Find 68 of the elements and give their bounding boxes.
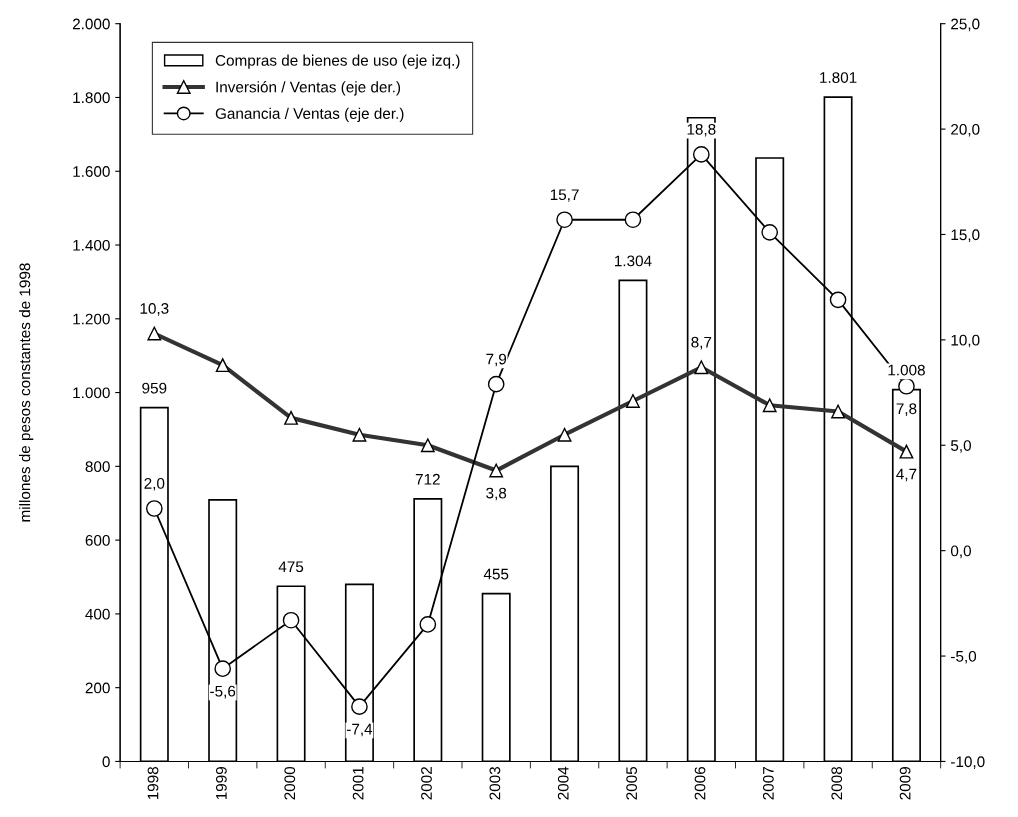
point — [898, 377, 915, 395]
legend-label: Inversión / Ventas (eje der.) — [216, 81, 401, 96]
y-tick-label: 400 — [85, 608, 110, 620]
y-tick-label: 600 — [85, 534, 110, 546]
y2-tick-label: -5,0 — [951, 650, 977, 664]
y-axis-title: millones de pesos constantes de 1998 — [19, 263, 34, 522]
x-tick-label: 2008 — [831, 766, 843, 800]
y2-tick-label: -10,0 — [951, 756, 985, 769]
point — [556, 211, 573, 229]
data-label: 18,8 — [687, 123, 716, 137]
data-label: 4,7 — [896, 468, 917, 482]
x-tick-label: 1999 — [215, 767, 227, 800]
y-tick-label: 1.400 — [73, 239, 110, 251]
y2-tick-label: 15,0 — [951, 229, 980, 242]
data-label: 2,0 — [144, 478, 165, 491]
bar — [481, 592, 511, 762]
y-tick-label: 2.000 — [72, 18, 110, 30]
bar — [618, 279, 648, 762]
data-label: 7,9 — [486, 353, 507, 367]
y-tick-label: 1.800 — [73, 92, 110, 104]
x-tick-label: 2006 — [694, 766, 706, 800]
data-label: -5,6 — [210, 685, 236, 699]
point — [487, 375, 505, 393]
data-label: 1.801 — [820, 72, 857, 83]
y-tick-label: 800 — [85, 461, 110, 473]
x-tick-label: 2000 — [284, 766, 296, 800]
point — [145, 500, 163, 517]
data-label: 455 — [483, 568, 509, 580]
y-tick-label: 0 — [102, 756, 110, 768]
x-tick-label: 2007 — [762, 767, 774, 800]
y2-tick-label: 20,0 — [951, 123, 980, 137]
data-label: 8,7 — [691, 336, 712, 350]
x-tick-label: 2003 — [489, 766, 501, 800]
legend-label: Compras de bienes de uso (eje izq.) — [215, 54, 460, 69]
x-tick-label: 1998 — [147, 766, 159, 800]
data-label: 15,7 — [550, 189, 579, 202]
point — [351, 698, 368, 715]
y-tick-label: 1.200 — [73, 313, 110, 325]
x-tick-label: 2002 — [421, 767, 432, 800]
point — [419, 616, 437, 633]
y2-tick-label: 25,0 — [951, 18, 980, 32]
point — [624, 211, 642, 229]
bar — [550, 465, 580, 762]
x-tick-label: 2009 — [899, 767, 911, 800]
data-label: 959 — [142, 382, 167, 394]
y-tick-label: 200 — [85, 682, 110, 694]
y2-tick-label: 5,0 — [950, 440, 971, 453]
data-label: 7,8 — [896, 403, 917, 416]
point — [282, 611, 300, 629]
y2-tick-label: 0,0 — [950, 545, 971, 559]
y-tick-label: 1.600 — [73, 166, 110, 177]
data-label: 10,3 — [140, 303, 169, 316]
x-tick-label: 2004 — [557, 766, 569, 800]
legend-label: Ganancia / Ventas (eje der.) — [215, 107, 404, 122]
data-label: 1.304 — [614, 255, 652, 267]
point — [214, 660, 232, 678]
point — [761, 224, 779, 241]
data-label: 3,8 — [486, 487, 507, 501]
y-tick-label: 1.000 — [73, 387, 110, 399]
x-tick-label: 2001 — [352, 767, 364, 800]
data-label: 1.008 — [888, 364, 925, 376]
data-label: -7,4 — [346, 723, 373, 737]
y2-tick-label: 10,0 — [951, 334, 980, 348]
data-label: 475 — [278, 561, 304, 573]
data-label: 712 — [415, 473, 440, 485]
point — [829, 291, 847, 309]
x-tick-label: 2005 — [626, 766, 638, 800]
point — [692, 146, 710, 163]
